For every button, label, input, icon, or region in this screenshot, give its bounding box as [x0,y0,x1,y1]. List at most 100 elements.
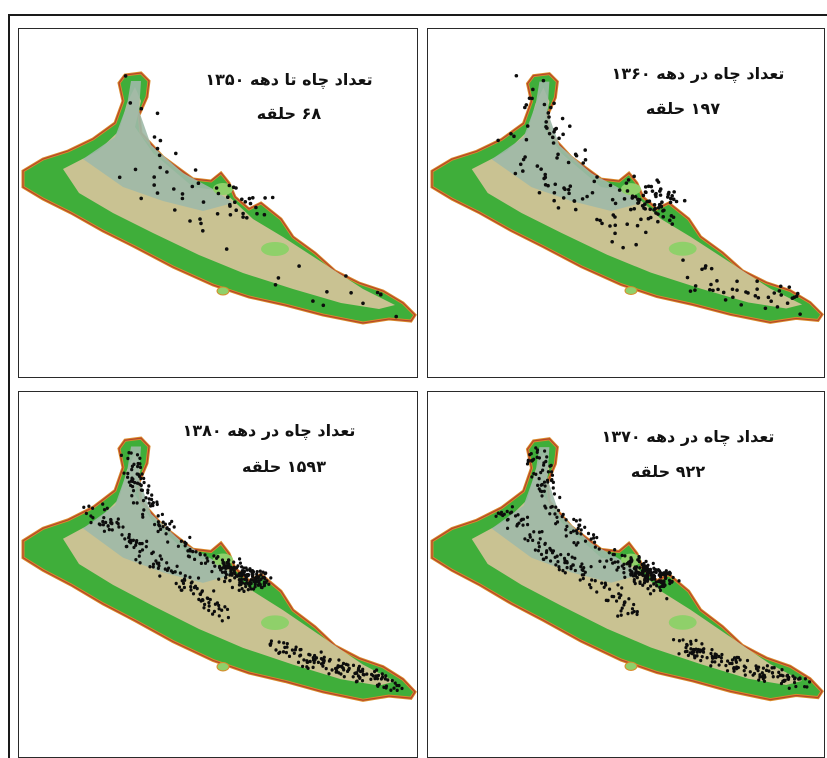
well-point [623,554,627,558]
well-point [509,131,513,136]
well-point [549,470,554,474]
well-point [734,660,739,664]
well-point [285,641,289,646]
well-point [684,645,688,650]
well-point [576,541,580,545]
well-point [658,187,663,191]
well-point [656,180,661,184]
well-point [541,78,546,83]
well-point [240,581,245,585]
well-point [732,669,736,673]
well-point [360,678,365,683]
basin-map [430,72,824,324]
well-point [778,284,783,289]
well-point [541,468,545,472]
well-point [230,585,234,590]
well-point [628,207,633,212]
well-point [720,652,724,657]
well-point [548,512,552,516]
well-point [555,520,560,524]
well-point [650,577,654,582]
well-point [251,196,255,200]
well-point [141,512,145,517]
well-point [157,564,161,568]
well-point [145,539,149,543]
well-point [397,683,401,688]
well-point [779,681,784,686]
well-point [201,200,206,204]
well-point [234,566,238,570]
well-point [556,508,561,513]
well-point [539,483,543,487]
well-point [215,601,219,605]
well-point [652,203,657,207]
well-point [542,102,547,107]
well-point [689,639,693,644]
well-point [193,584,198,588]
well-point [624,181,629,185]
well-point [721,290,726,295]
well-point [555,156,559,160]
well-point [183,578,187,582]
well-point [120,533,124,537]
well-point [652,588,656,593]
well-point [129,483,133,488]
well-point [572,517,576,522]
well-point [642,561,646,566]
well-point [375,677,380,681]
well-point [213,564,217,568]
well-point [803,677,807,681]
well-point [658,585,662,589]
well-point [147,501,151,505]
well-point [757,678,761,682]
well-point [543,541,547,546]
well-point [373,669,377,674]
well-point [287,654,292,659]
well-point [244,584,248,589]
well-point [586,531,591,536]
hill [621,183,641,196]
well-point [547,131,552,136]
well-point [792,680,797,685]
well-point [373,676,377,681]
well-point [116,517,120,521]
well-point [634,242,638,247]
well-point [521,523,525,527]
well-point [311,299,315,303]
well-point [677,579,681,583]
well-point [508,511,512,515]
well-point [174,581,178,586]
well-point [638,580,642,584]
well-point [651,561,655,566]
well-point [242,566,246,570]
well-point [117,175,122,180]
well-point [730,661,734,666]
well-point [622,566,626,571]
well-point [136,464,140,469]
well-point [674,199,679,204]
well-point [238,561,242,565]
well-point [139,488,143,492]
well-point [715,279,719,283]
well-point [218,565,222,570]
well-point [104,520,108,525]
well-point [542,489,546,493]
well-point [496,511,500,515]
hill [624,286,638,296]
well-point [532,472,536,476]
well-point [656,568,660,572]
well-point [738,658,742,662]
well-point [798,312,802,316]
well-point [600,581,604,585]
well-point [548,464,552,468]
hill [216,662,230,672]
well-point [205,556,209,560]
well-point [191,592,196,596]
well-point [671,197,676,202]
well-point [742,664,746,668]
panel-count: ۶۸ حلقه [256,104,322,123]
well-point [632,579,636,584]
well-point [748,670,752,674]
well-point [322,655,326,659]
well-point [325,290,329,294]
